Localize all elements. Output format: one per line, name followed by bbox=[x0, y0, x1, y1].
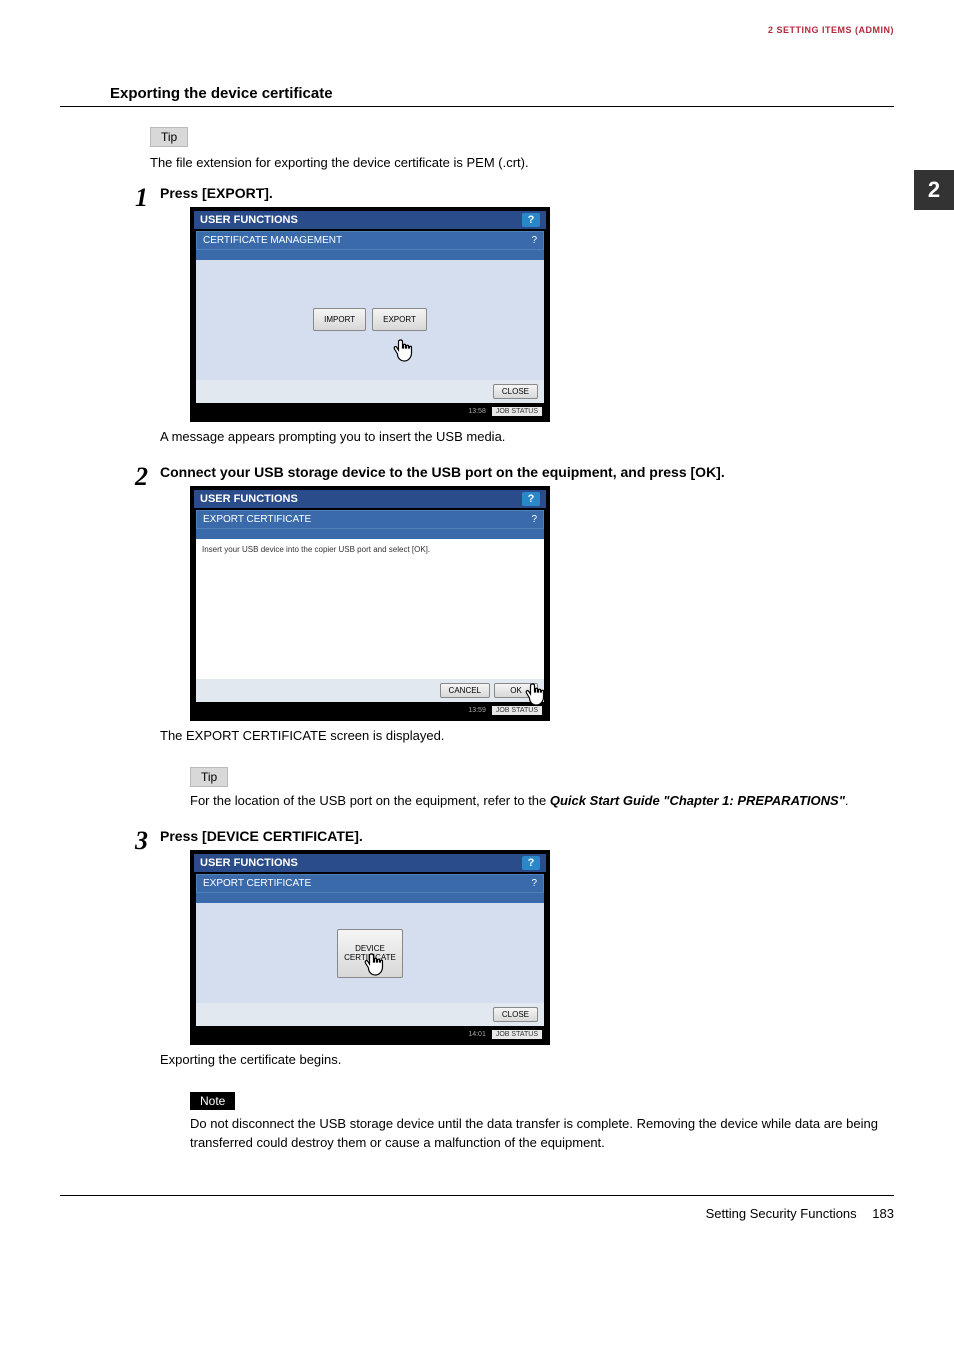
screen-subtitle: CERTIFICATE MANAGEMENT bbox=[203, 235, 342, 246]
page-footer: Setting Security Functions 183 bbox=[60, 1195, 894, 1221]
tip-label: Tip bbox=[190, 767, 228, 787]
help-icon: ? bbox=[531, 514, 537, 525]
screen-title: USER FUNCTIONS bbox=[200, 214, 298, 226]
job-status-button[interactable]: JOB STATUS bbox=[492, 1030, 542, 1039]
hand-cursor-icon bbox=[391, 338, 415, 366]
screenshot-cert-mgmt: USER FUNCTIONS ? CERTIFICATE MANAGEMENT … bbox=[190, 207, 550, 422]
step-1: 1 Press [EXPORT]. USER FUNCTIONS ? CERTI… bbox=[120, 185, 894, 458]
ok-button[interactable]: OK bbox=[494, 683, 538, 698]
section-title: Exporting the device certificate bbox=[60, 85, 894, 107]
footer-page-number: 183 bbox=[872, 1206, 894, 1221]
screenshot-insert-usb: USER FUNCTIONS ? EXPORT CERTIFICATE ? In… bbox=[190, 486, 550, 721]
import-button[interactable]: IMPORT bbox=[313, 308, 366, 331]
step-title: Connect your USB storage device to the U… bbox=[160, 464, 894, 480]
close-button[interactable]: CLOSE bbox=[493, 384, 538, 399]
close-button[interactable]: CLOSE bbox=[493, 1007, 538, 1022]
status-time: 14:01 bbox=[468, 1031, 486, 1038]
cancel-button[interactable]: CANCEL bbox=[440, 683, 490, 698]
footer-section: Setting Security Functions bbox=[706, 1206, 857, 1221]
job-status-button[interactable]: JOB STATUS bbox=[492, 407, 542, 416]
status-time: 13:58 bbox=[468, 408, 486, 415]
help-icon: ? bbox=[522, 213, 540, 227]
note-text: Do not disconnect the USB storage device… bbox=[190, 1114, 894, 1153]
tip-text: The file extension for exporting the dev… bbox=[150, 153, 894, 173]
screen-title: USER FUNCTIONS bbox=[200, 493, 298, 505]
step-2: 2 Connect your USB storage device to the… bbox=[120, 464, 894, 823]
step-caption: A message appears prompting you to inser… bbox=[160, 428, 894, 446]
step-title: Press [DEVICE CERTIFICATE]. bbox=[160, 828, 894, 844]
tip-post: . bbox=[845, 793, 849, 808]
screen-subtitle: EXPORT CERTIFICATE bbox=[203, 514, 311, 525]
export-button[interactable]: EXPORT bbox=[372, 308, 427, 331]
hand-cursor-icon bbox=[523, 682, 547, 710]
screenshot-device-cert: USER FUNCTIONS ? EXPORT CERTIFICATE ? DE… bbox=[190, 850, 550, 1045]
tip-text: For the location of the USB port on the … bbox=[190, 791, 894, 811]
step-number: 1 bbox=[120, 185, 160, 458]
status-time: 13:59 bbox=[468, 707, 486, 714]
help-icon: ? bbox=[531, 878, 537, 889]
tip-reference: Quick Start Guide "Chapter 1: PREPARATIO… bbox=[550, 793, 845, 808]
screen-prompt: Insert your USB device into the copier U… bbox=[202, 545, 538, 554]
device-certificate-button[interactable]: DEVICE CERTIFICATE bbox=[337, 929, 403, 977]
tip-label: Tip bbox=[150, 127, 188, 147]
step-title: Press [EXPORT]. bbox=[160, 185, 894, 201]
tip-pre: For the location of the USB port on the … bbox=[190, 793, 550, 808]
hand-cursor-icon bbox=[362, 942, 386, 970]
screen-subtitle: EXPORT CERTIFICATE bbox=[203, 878, 311, 889]
page-header-breadcrumb: 2 SETTING ITEMS (ADMIN) bbox=[60, 0, 894, 85]
step-caption: The EXPORT CERTIFICATE screen is display… bbox=[160, 727, 894, 745]
note-label: Note bbox=[190, 1092, 235, 1110]
step-number: 2 bbox=[120, 464, 160, 823]
step-caption: Exporting the certificate begins. bbox=[160, 1051, 894, 1069]
step-number: 3 bbox=[120, 828, 160, 1164]
help-icon: ? bbox=[522, 856, 540, 870]
chapter-side-tab: 2 bbox=[914, 170, 954, 210]
step-3: 3 Press [DEVICE CERTIFICATE]. USER FUNCT… bbox=[120, 828, 894, 1164]
screen-title: USER FUNCTIONS bbox=[200, 857, 298, 869]
help-icon: ? bbox=[522, 492, 540, 506]
help-icon: ? bbox=[531, 235, 537, 246]
ok-label: OK bbox=[510, 686, 522, 695]
